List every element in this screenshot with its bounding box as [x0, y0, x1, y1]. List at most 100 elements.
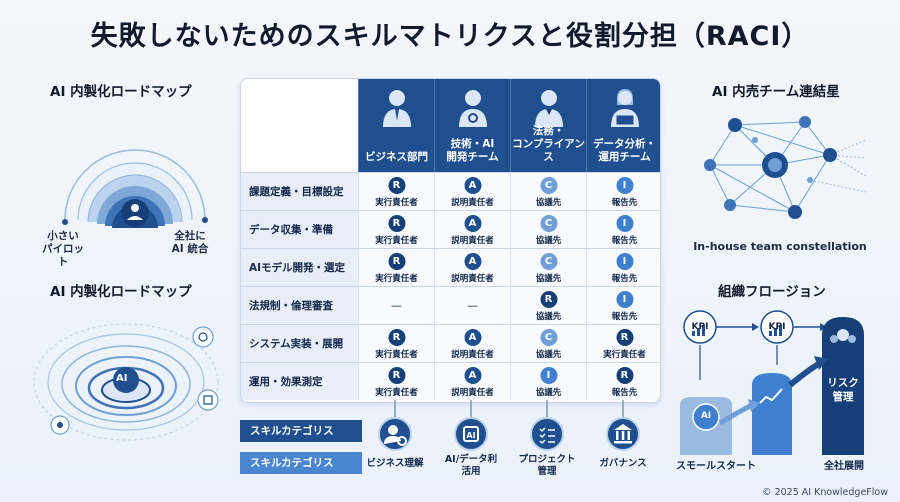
raci-none: —	[391, 299, 402, 312]
task-label: AIモデル開発・選定	[241, 248, 358, 286]
right-bottom-title: 組織フロージョン	[718, 284, 826, 300]
raci-role-label: 協議先	[535, 350, 562, 360]
raci-matrix: ビジネス部門 技術・AI 開発チーム 法務・ コンプライアンス データ分析・ 運…	[240, 78, 661, 403]
raci-role-label: 協議先	[535, 198, 562, 208]
role-name-data: データ分析・ 運用チーム	[593, 138, 656, 163]
raci-role-label: 実行責任者	[375, 350, 418, 360]
raci-badge: R	[388, 329, 405, 346]
raci-badge: I	[616, 215, 633, 232]
raci-badge: R	[616, 329, 633, 346]
raci-cell: I 報告先	[586, 172, 660, 210]
raci-role-label: 協議先	[535, 236, 562, 246]
raci-cell: R 実行責任者	[358, 324, 434, 362]
role-header-tech: 技術・AI 開発チーム	[434, 79, 510, 172]
raci-cell: A 説明責任者	[434, 210, 510, 248]
task-label: データ収集・準備	[241, 210, 358, 248]
raci-cell: I 報告先	[586, 210, 660, 248]
page-title: 失敗しないためのスキルマトリクスと役割分担（RACI）	[90, 21, 810, 52]
role-header-business: ビジネス部門	[358, 79, 434, 172]
raci-badge: I	[616, 177, 633, 194]
company-integration-line2: AI 統合	[171, 243, 209, 255]
raci-cell: —	[358, 286, 434, 324]
spiral-growth-diagram	[33, 323, 219, 441]
raci-cell: C 協議先	[510, 172, 586, 210]
org-growth-flow	[680, 310, 864, 455]
legal-person-icon	[534, 90, 563, 127]
raci-cell: A 説明責任者	[434, 172, 510, 210]
skill-category-tab-2[interactable]: スキルカテゴリス	[240, 452, 362, 474]
skill-label-business: ビジネス理解	[366, 458, 424, 469]
raci-role-label: 説明責任者	[451, 198, 494, 208]
small-pilot-line2: パイロット	[42, 243, 84, 268]
raci-role-label: 報告先	[611, 236, 638, 246]
skill-label-project: プロジェクト 管理	[518, 454, 576, 477]
raci-badge: R	[388, 177, 405, 194]
raci-role-label: 協議先	[535, 388, 562, 398]
raci-cell: I 報告先	[586, 248, 660, 286]
risk-management-label: リスク 管理	[827, 377, 859, 403]
kpi-label-2: KPI	[768, 322, 786, 332]
raci-badge: A	[464, 253, 481, 270]
raci-role-label: 協議先	[535, 274, 562, 284]
raci-cell: I 協議先	[510, 362, 586, 400]
raci-role-label: 実行責任者	[375, 388, 418, 398]
analyst-person-icon	[610, 89, 639, 127]
small-pilot-line1: 小さい	[47, 230, 79, 242]
raci-role-label: 実行責任者	[375, 274, 418, 284]
team-constellation-network	[704, 116, 867, 219]
role-header-data: データ分析・ 運用チーム	[586, 79, 660, 172]
role-header-legal: 法務・ コンプライアンス	[510, 79, 586, 172]
checklist-icon	[530, 417, 564, 451]
raci-badge: C	[540, 215, 557, 232]
raci-badge: C	[540, 329, 557, 346]
raci-cell: I 報告先	[586, 286, 660, 324]
raci-role-label: 報告先	[611, 274, 638, 284]
left-top-title: AI 内製化ロードマップ	[50, 84, 192, 100]
raci-badge: A	[464, 177, 481, 194]
raci-cell: C 協議先	[510, 324, 586, 362]
raci-cell: C 協議先	[510, 210, 586, 248]
engineer-person-icon	[458, 90, 487, 127]
raci-badge: I	[616, 291, 633, 308]
raci-cell: R 実行責任者	[358, 210, 434, 248]
raci-role-label: 報告先	[611, 388, 638, 398]
role-name-tech: 技術・AI 開発チーム	[446, 138, 499, 163]
raci-badge: R	[388, 215, 405, 232]
institution-icon	[606, 417, 640, 451]
raci-cell: R 実行責任者	[358, 248, 434, 286]
raci-badge: R	[388, 253, 405, 270]
business-person-icon	[382, 90, 411, 127]
raci-role-label: 実行責任者	[603, 350, 646, 360]
task-label: システム実装・展開	[241, 324, 358, 362]
matrix-corner	[241, 79, 358, 172]
raci-role-label: 説明責任者	[451, 274, 494, 284]
raci-role-label: 説明責任者	[451, 350, 494, 360]
raci-cell: C 協議先	[510, 248, 586, 286]
raci-badge: A	[464, 329, 481, 346]
small-pilot-label: 小さい パイロット	[38, 230, 88, 269]
right-top-title: AI 内売チーム連結星	[712, 84, 840, 100]
raci-cell: R 実行責任者	[358, 362, 434, 400]
small-start-label: スモールスタート	[676, 461, 756, 472]
role-name-business: ビジネス部門	[365, 151, 428, 163]
constellation-caption: In-house team constellation	[693, 240, 867, 253]
raci-badge: I	[540, 367, 557, 384]
ai-chip-icon: AI	[454, 417, 488, 451]
company-rollout-label: 全社展開	[824, 461, 864, 472]
raci-cell: R 協議先	[510, 286, 586, 324]
raci-cell: R 報告先	[586, 362, 660, 400]
raci-badge: R	[540, 291, 557, 308]
raci-badge: C	[540, 177, 557, 194]
roadmap-arcs-diagram	[62, 149, 208, 228]
raci-role-label: 報告先	[611, 312, 638, 322]
spiral-center-label: AI	[116, 373, 128, 384]
copyright-credit: © 2025 AI KnowledgeFlow	[762, 487, 888, 498]
raci-badge: C	[540, 253, 557, 270]
company-integration-line1: 全社に	[174, 230, 206, 242]
svg-text:AI: AI	[466, 431, 475, 440]
task-label: 法規制・倫理審査	[241, 286, 358, 324]
kpi-label-1: KPI	[691, 322, 709, 332]
raci-cell: R 実行責任者	[586, 324, 660, 362]
skill-category-tab-1[interactable]: スキルカテゴリス	[240, 420, 362, 442]
task-label: 課題定義・目標設定	[241, 172, 358, 210]
